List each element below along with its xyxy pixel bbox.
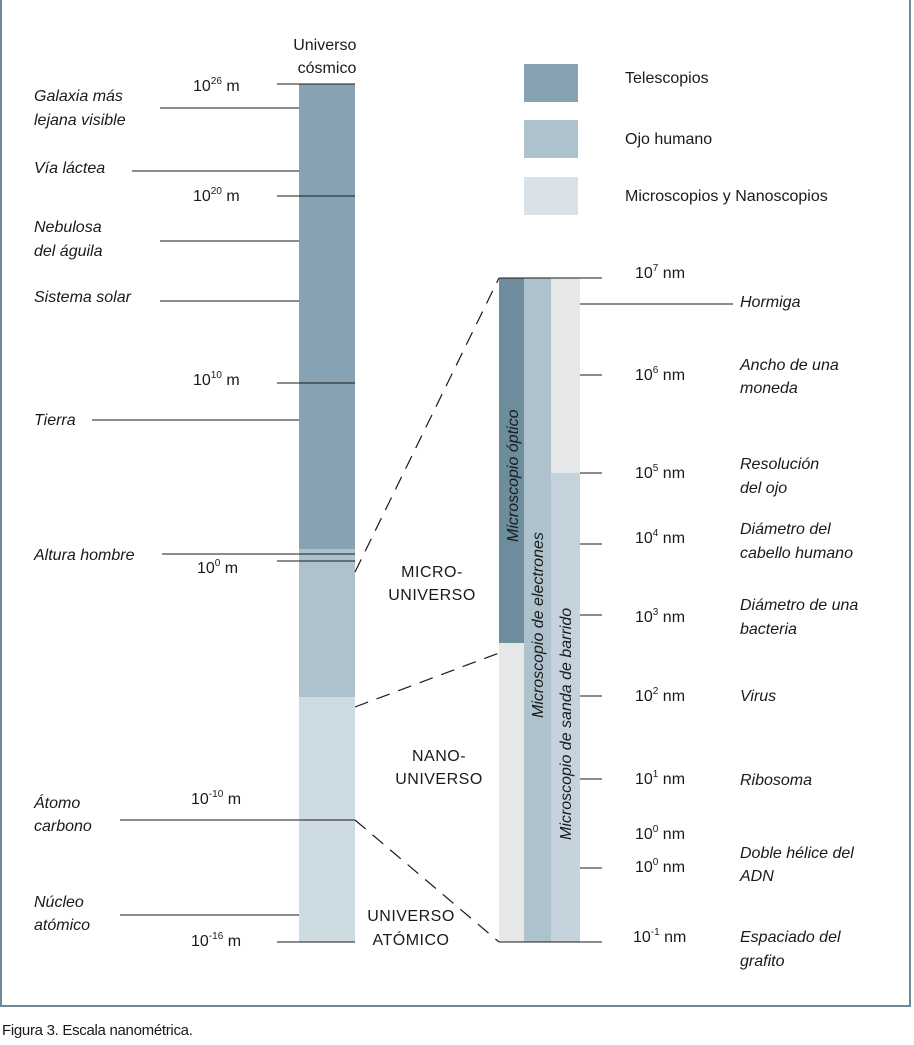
scale-label-1e2nm: 102 nm xyxy=(635,686,685,705)
zoom-line-top xyxy=(354,277,500,573)
scale-label-1e0nm-a: 100 nm xyxy=(635,824,685,843)
column-title: Universo cósmico xyxy=(293,37,361,77)
zoom-lines xyxy=(354,277,500,943)
scale-label-1e1nm: 101 nm xyxy=(635,769,685,788)
column-telescope-band xyxy=(299,84,355,549)
scale-label-1e20: 1020 m xyxy=(193,186,240,205)
object-atomo-carbono: Átomo carbono xyxy=(33,793,92,835)
legend-swatch-telescopios xyxy=(524,64,578,102)
object-via-lactea: Vía láctea xyxy=(34,160,105,177)
object-hormiga: Hormiga xyxy=(740,294,801,311)
zoom-line-bottom xyxy=(354,819,500,943)
scale-label-1e-16: 10-16 m xyxy=(191,931,241,950)
object-cabello: Diámetro del cabello humano xyxy=(740,521,853,562)
object-moneda: Ancho de una moneda xyxy=(739,357,839,397)
label-optical-microscope: Microscopio óptico xyxy=(505,409,522,542)
object-tierra: Tierra xyxy=(34,412,76,429)
left-scale-labels: 1026 m 1020 m 1010 m 100 m 10-10 m 10-16… xyxy=(191,76,241,950)
object-nebulosa: Nebulosa del águila xyxy=(34,219,103,260)
bar-probe-microscope xyxy=(551,473,580,942)
legend-swatch-microscopios xyxy=(524,177,578,215)
scale-label-1e26: 1026 m xyxy=(193,76,240,95)
region-labels: MICRO-UNIVERSO NANO-UNIVERSO UNIVERSO ATÓ… xyxy=(367,564,483,949)
scale-label-1e10: 1010 m xyxy=(193,370,240,389)
object-adn: Doble hélice del ADN xyxy=(739,845,854,885)
scale-label-1e3nm: 103 nm xyxy=(635,607,685,626)
right-scale-labels: 107 nm 106 nm 105 nm 104 nm 103 nm 102 n… xyxy=(633,263,686,946)
object-sistema-solar: Sistema solar xyxy=(34,289,132,306)
region-nano: NANO-UNIVERSO xyxy=(395,748,483,788)
label-electron-microscope: Microscopio de electrones xyxy=(530,532,547,718)
bar-optical-gray-extension xyxy=(499,643,524,942)
nanometric-scale-diagram: Universo cósmico 1026 m 1020 m 1010 m 10… xyxy=(33,37,858,970)
right-scale-ticks xyxy=(499,277,733,943)
scale-label-1e4nm: 104 nm xyxy=(635,528,685,547)
region-micro: MICRO-UNIVERSO xyxy=(388,564,476,604)
legend-label-telescopios: Telescopios xyxy=(625,70,709,87)
scale-label-1e-1nm: 10-1 nm xyxy=(633,927,686,946)
instrument-bars xyxy=(499,278,580,942)
left-object-lines xyxy=(92,107,355,916)
object-bacteria: Diámetro de una bacteria xyxy=(740,597,858,638)
object-altura-hombre: Altura hombre xyxy=(33,547,135,564)
cosmic-column xyxy=(299,84,355,942)
left-scale-ticks xyxy=(277,83,355,943)
zoom-line-middle xyxy=(354,652,500,708)
column-eye-band xyxy=(299,549,355,697)
region-atomico: UNIVERSO ATÓMICO xyxy=(367,908,455,949)
scale-label-1e6nm: 106 nm xyxy=(635,365,685,384)
legend-swatch-ojo-humano xyxy=(524,120,578,158)
object-resolucion-ojo: Resolución del ojo xyxy=(740,456,819,497)
right-object-labels: Hormiga Ancho de una moneda Resolución del… xyxy=(739,294,858,970)
scale-label-1e-10: 10-10 m xyxy=(191,789,241,808)
instrument-bar-labels: Microscopio óptico Microscopio de electr… xyxy=(505,409,575,840)
object-virus: Virus xyxy=(740,688,776,705)
bar-optical-microscope xyxy=(499,278,524,643)
scale-label-1e7nm: 107 nm xyxy=(635,263,685,282)
scale-label-1e0nm-b: 100 nm xyxy=(635,857,685,876)
label-probe-microscope: Microscopio de sanda de barrido xyxy=(558,608,575,840)
object-grafito: Espaciado del grafito xyxy=(740,929,841,970)
object-nucleo: Núcleo atómico xyxy=(34,894,90,934)
figure-frame xyxy=(0,0,911,1007)
left-object-labels: Galaxia más lejana visible Vía láctea Neb… xyxy=(33,88,135,934)
scale-label-1e0: 100 m xyxy=(197,558,238,577)
scale-label-1e5nm: 105 nm xyxy=(635,463,685,482)
figure-caption: Figura 3. Escala nanométrica. xyxy=(2,1022,193,1039)
legend-label-microscopios: Microscopios y Nanoscopios xyxy=(625,188,828,205)
legend: Telescopios Ojo humano Microscopios y Na… xyxy=(524,64,828,215)
bar-probe-gray-upper xyxy=(551,278,580,473)
bar-electron-microscope xyxy=(524,278,551,942)
object-galaxia: Galaxia más lejana visible xyxy=(34,88,126,129)
object-ribosoma: Ribosoma xyxy=(740,772,812,789)
legend-label-ojo-humano: Ojo humano xyxy=(625,131,712,148)
